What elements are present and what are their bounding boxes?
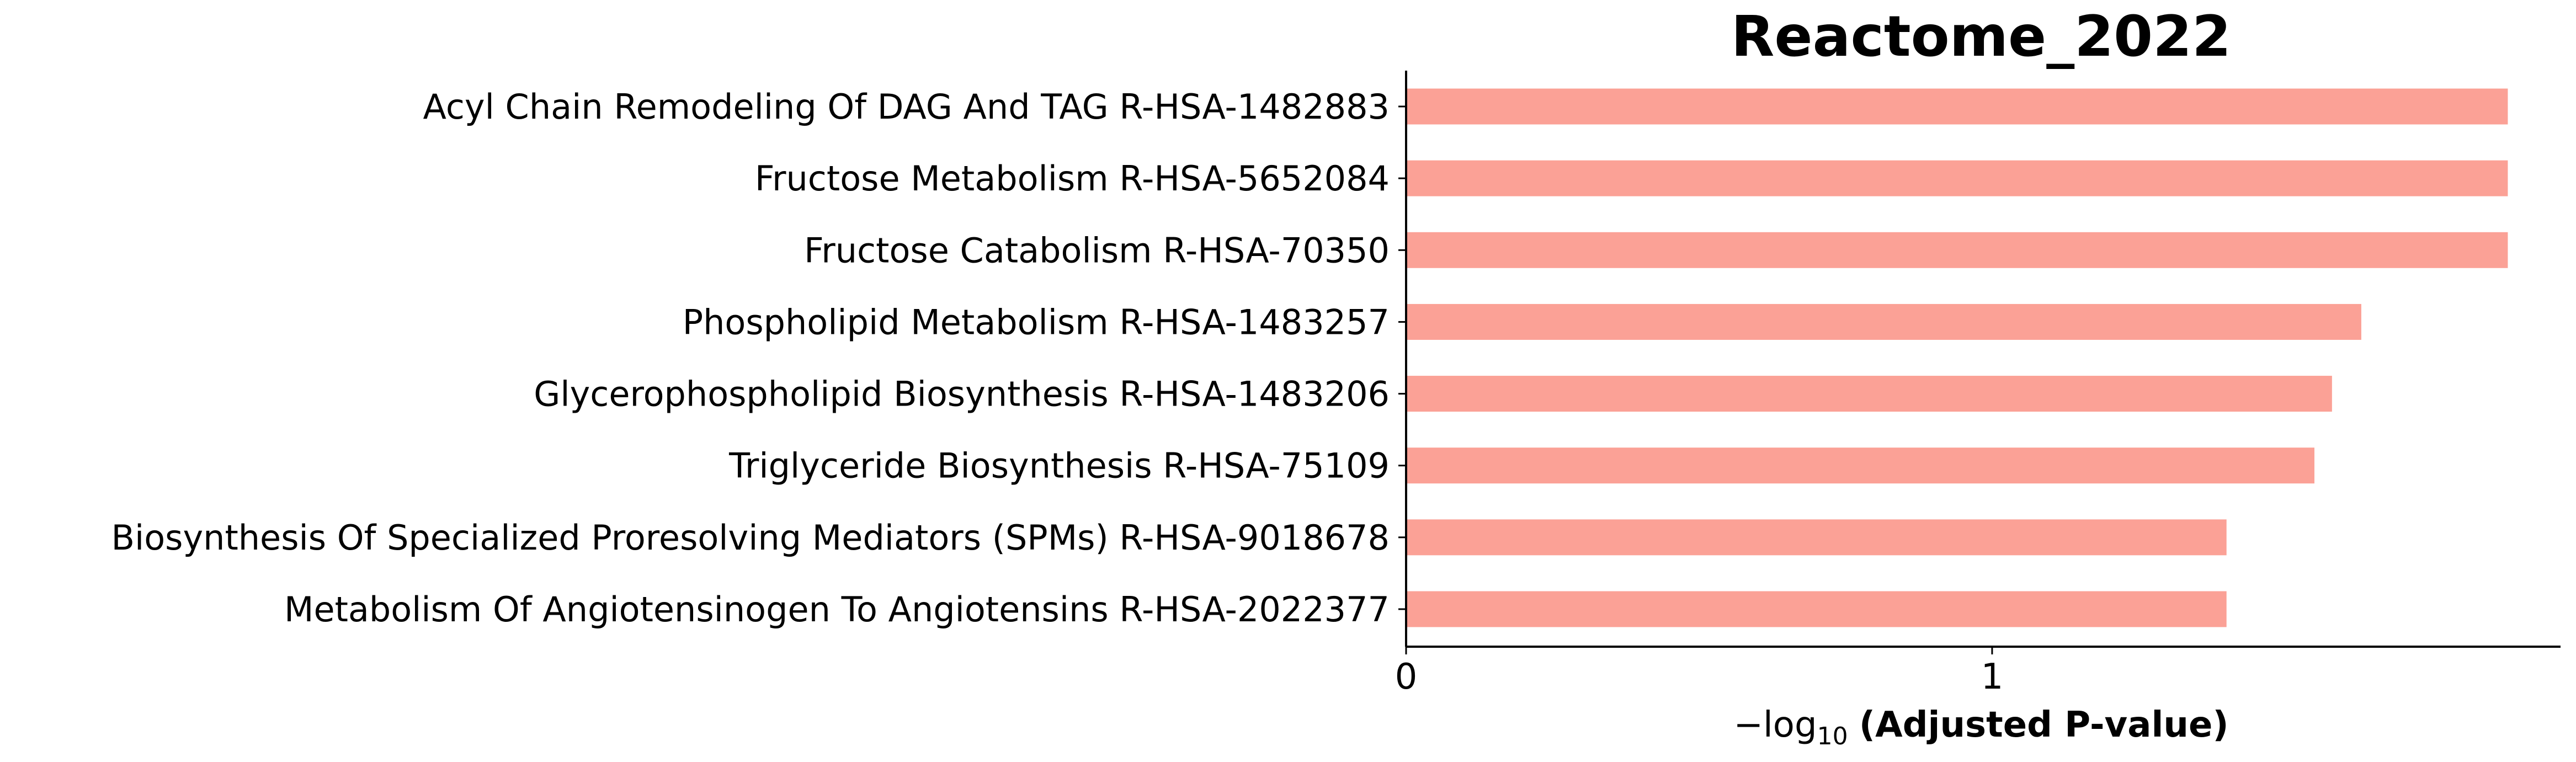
category-label: Phospholipid Metabolism R-HSA-1483257 bbox=[683, 302, 1390, 342]
x-axis-label-subscript: 10 bbox=[1817, 722, 1848, 750]
x-tick-label: 1 bbox=[1981, 657, 2004, 697]
bar bbox=[1406, 376, 2332, 412]
category-label: Fructose Metabolism R-HSA-5652084 bbox=[755, 158, 1390, 199]
bar bbox=[1406, 88, 2508, 125]
x-axis-label: −log10 (Adjusted P-value) bbox=[1733, 705, 2228, 750]
x-axis-label-space bbox=[1848, 705, 1859, 745]
bar bbox=[1406, 160, 2508, 196]
bar bbox=[1406, 591, 2227, 627]
category-label: Biosynthesis Of Specialized Proresolving… bbox=[111, 518, 1390, 558]
bar bbox=[1406, 232, 2508, 268]
bar bbox=[1406, 519, 2227, 556]
chart-title: Reactome_2022 bbox=[1731, 4, 2231, 70]
x-tick-label: 0 bbox=[1395, 657, 1418, 697]
x-axis-label-bold: (Adjusted P-value) bbox=[1859, 705, 2229, 745]
category-label: Fructose Catabolism R-HSA-70350 bbox=[804, 230, 1390, 270]
x-axis-label-prefix: −log bbox=[1733, 705, 1817, 745]
category-label: Triglyceride Biosynthesis R-HSA-75109 bbox=[728, 446, 1390, 486]
bar bbox=[1406, 303, 2361, 340]
category-label: Acyl Chain Remodeling Of DAG And TAG R-H… bbox=[423, 87, 1390, 127]
category-label: Metabolism Of Angiotensinogen To Angiote… bbox=[284, 589, 1390, 630]
category-label: Glycerophospholipid Biosynthesis R-HSA-1… bbox=[534, 374, 1390, 414]
bar bbox=[1406, 447, 2314, 484]
